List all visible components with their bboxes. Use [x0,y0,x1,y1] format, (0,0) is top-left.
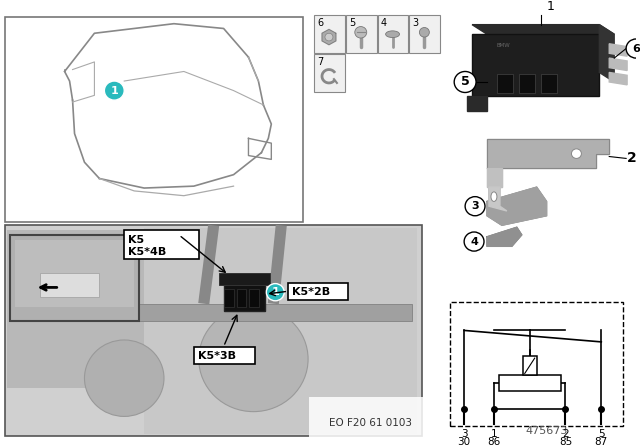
Bar [54,304,412,321]
Bar [144,228,417,434]
Text: 1: 1 [491,429,497,439]
Bar [346,15,377,53]
Text: 4: 4 [470,237,478,246]
Bar [10,235,139,321]
Bar [497,74,513,94]
Bar [450,302,623,426]
Text: 6: 6 [317,18,323,28]
Text: 1: 1 [271,287,279,297]
Text: 475673: 475673 [525,426,568,435]
Bar [410,15,440,53]
Circle shape [104,81,124,100]
Polygon shape [322,30,336,45]
Circle shape [464,232,484,251]
Text: 4: 4 [381,18,387,28]
Bar [15,240,134,306]
Text: EO F20 61 0103: EO F20 61 0103 [330,418,412,428]
Bar [40,273,99,297]
Bar [250,289,259,306]
Text: 7: 7 [317,57,323,67]
Bar [472,34,599,96]
Text: 3: 3 [412,18,419,28]
Polygon shape [487,187,547,225]
Text: 1: 1 [547,0,554,13]
Text: 30: 30 [458,437,470,448]
Circle shape [419,27,429,37]
Text: 5: 5 [461,75,470,89]
Text: 86: 86 [487,437,500,448]
Text: 2: 2 [627,151,637,165]
Text: K5*4B: K5*4B [128,247,166,257]
Bar [223,278,266,311]
Bar [519,74,534,94]
Bar [194,347,255,364]
Circle shape [325,33,333,41]
Circle shape [355,26,367,38]
Bar [5,225,422,435]
Bar [237,289,246,306]
Circle shape [266,284,284,301]
Circle shape [199,306,308,412]
Polygon shape [487,168,502,187]
Bar [5,17,303,223]
Bar [499,375,561,391]
Text: 87: 87 [595,437,608,448]
Polygon shape [609,58,627,70]
Bar [314,15,345,53]
Text: 3: 3 [471,201,479,211]
Text: 6: 6 [632,43,640,54]
Text: 85: 85 [559,437,572,448]
Polygon shape [599,25,614,82]
Polygon shape [489,187,507,211]
Text: K5*3B: K5*3B [198,351,236,362]
Bar [7,230,146,388]
Bar [288,283,348,300]
Bar [314,54,345,92]
Polygon shape [609,73,627,85]
Polygon shape [609,44,627,56]
Ellipse shape [491,192,497,202]
Text: 1: 1 [111,86,118,95]
Bar [124,230,199,259]
Polygon shape [487,139,609,168]
Bar [378,15,408,53]
Text: K5: K5 [128,235,145,245]
Circle shape [572,149,581,159]
Ellipse shape [386,31,399,38]
Bar [219,273,270,284]
Bar [523,356,537,375]
Polygon shape [467,96,487,111]
Bar [541,74,557,94]
Bar [223,289,234,306]
Text: BMW: BMW [497,43,511,48]
Text: 2: 2 [562,429,569,439]
Circle shape [454,72,476,92]
Polygon shape [472,25,614,34]
Text: 5: 5 [349,18,355,28]
Text: 5: 5 [598,429,605,439]
Circle shape [465,197,485,216]
Text: K5*2B: K5*2B [292,288,330,297]
Circle shape [84,340,164,417]
Polygon shape [487,227,522,246]
Text: 3: 3 [461,429,467,439]
Circle shape [626,39,640,58]
